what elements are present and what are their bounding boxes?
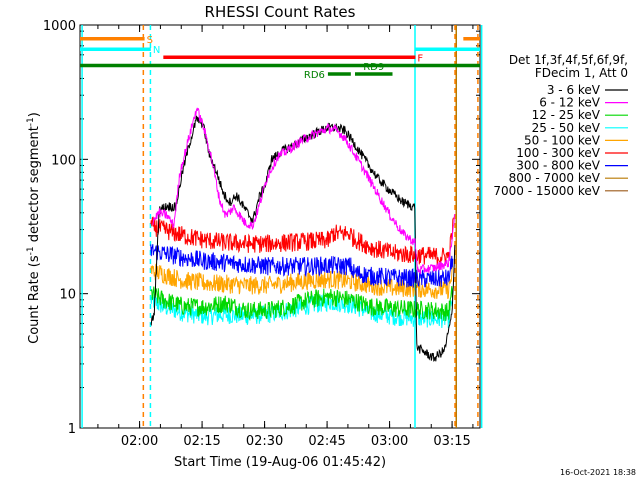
legend-entry-label: 6 - 12 keV	[539, 96, 601, 110]
y-label-mid: detector segment	[27, 126, 42, 246]
series-line	[150, 244, 454, 288]
timestamp: 16-Oct-2021 18:38	[560, 468, 636, 477]
legend-entry-label: 25 - 50 keV	[532, 121, 601, 135]
y-label-sup1: -1	[26, 246, 36, 255]
x-axis-label: Start Time (19-Aug-06 01:45:42)	[174, 455, 386, 470]
y-label-sup2: -1	[26, 117, 36, 126]
legend-header-line-2: FDecim 1, Att 0	[535, 66, 628, 80]
legend-entry-label: 800 - 7000 keV	[509, 171, 601, 185]
legend-entry-label: 100 - 300 keV	[516, 146, 600, 160]
y-tick-label: 1	[68, 422, 76, 437]
legend-header-line-1: Det 1f,3f,4f,5f,6f,9f,	[509, 53, 628, 67]
state-bar-label: RD6	[304, 70, 325, 81]
y-tick-label: 10	[59, 288, 76, 303]
x-tick-label: 02:15	[183, 434, 220, 449]
y-tick-label: 100	[51, 153, 76, 168]
y-label-end: )	[27, 112, 42, 117]
y-axis-label: Count Rate (s-1 detector segment-1)	[26, 112, 42, 344]
state-bar-label: F	[417, 53, 423, 64]
state-bar-label: RD9	[363, 62, 384, 73]
state-bar-label: N	[153, 45, 160, 56]
y-label-main: Count Rate (s	[27, 255, 42, 344]
plot-frame	[79, 24, 481, 429]
series-line	[150, 216, 455, 266]
series-line	[150, 262, 454, 299]
y-tick-label: 1000	[43, 19, 76, 34]
x-tick-label: 02:45	[308, 434, 345, 449]
legend-entry-label: 300 - 800 keV	[516, 159, 600, 173]
x-tick-label: 03:15	[433, 434, 470, 449]
x-tick-label: 02:30	[246, 434, 283, 449]
x-tick-label: 02:00	[121, 434, 158, 449]
series-line	[150, 285, 454, 322]
state-bar-label: S	[147, 35, 153, 46]
chart-title: RHESSI Count Rates	[205, 3, 356, 21]
series-line	[152, 107, 456, 275]
x-tick-label: 03:00	[371, 434, 408, 449]
legend-entry-label: 12 - 25 keV	[532, 108, 601, 122]
legend-entry-label: 3 - 6 keV	[547, 83, 601, 97]
legend-entry-label: 7000 - 15000 keV	[493, 184, 600, 198]
legend-entry-label: 50 - 100 keV	[524, 133, 601, 147]
